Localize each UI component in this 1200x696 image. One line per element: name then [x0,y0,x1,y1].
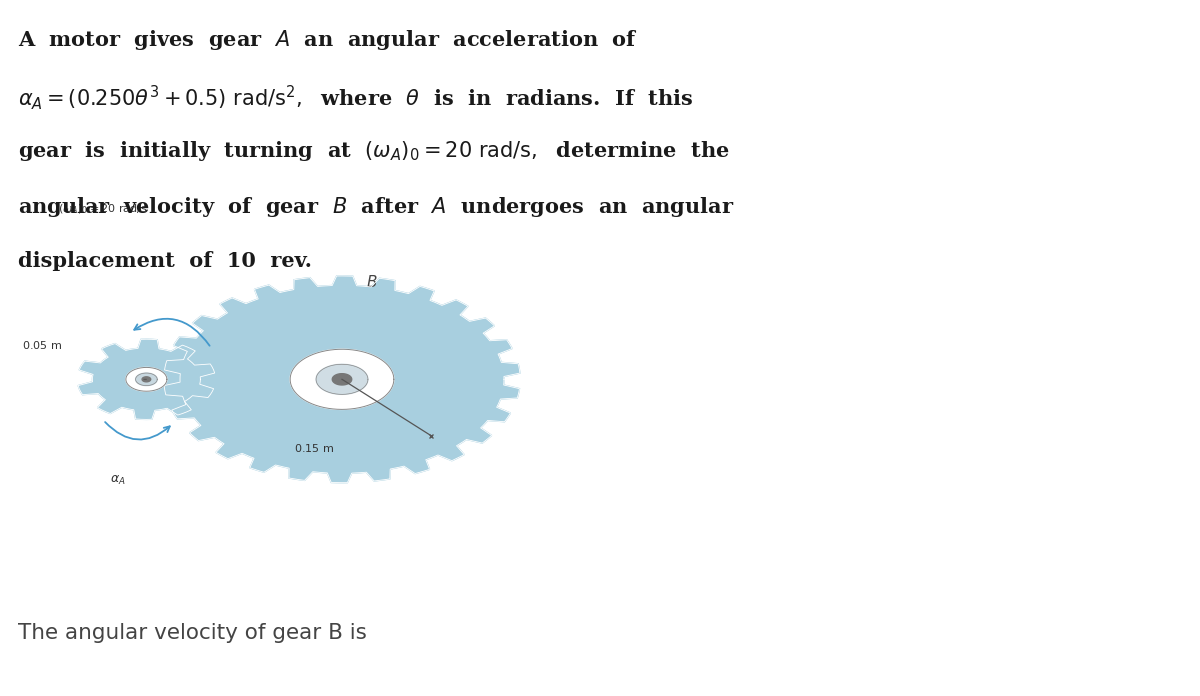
Text: $B$: $B$ [366,274,378,290]
Polygon shape [290,349,394,409]
Text: $0.05\ \mathrm{m}$: $0.05\ \mathrm{m}$ [22,338,62,351]
Text: $\alpha_A = (0.250\theta^3 + 0.5)\ \mathrm{rad/s^2},$  where  $\theta$  is  in  : $\alpha_A = (0.250\theta^3 + 0.5)\ \math… [18,84,694,112]
Polygon shape [136,373,157,386]
Polygon shape [164,276,520,483]
Text: A  motor  gives  gear  $A$  an  angular  acceleration  of: A motor gives gear $A$ an angular accele… [18,28,638,52]
Text: The angular velocity of gear B is: The angular velocity of gear B is [18,624,367,643]
Polygon shape [78,339,215,420]
Text: $\alpha_A$: $\alpha_A$ [109,474,126,487]
Text: displacement  of  10  rev.: displacement of 10 rev. [18,251,312,271]
Polygon shape [142,377,151,382]
Text: $(\omega_A)_0 = 20\ \mathrm{rad/s}$: $(\omega_A)_0 = 20\ \mathrm{rad/s}$ [58,202,148,216]
Polygon shape [332,374,352,385]
Polygon shape [126,367,167,391]
Text: angular  velocity  of  gear  $B$  after  $A$  undergoes  an  angular: angular velocity of gear $B$ after $A$ u… [18,195,734,219]
Polygon shape [316,364,368,395]
Text: $0.15\ \mathrm{m}$: $0.15\ \mathrm{m}$ [294,442,335,454]
Text: gear  is  initially  turning  at  $(\omega_A)_0 = 20\ \mathrm{rad/s},$  determin: gear is initially turning at $(\omega_A)… [18,139,730,163]
